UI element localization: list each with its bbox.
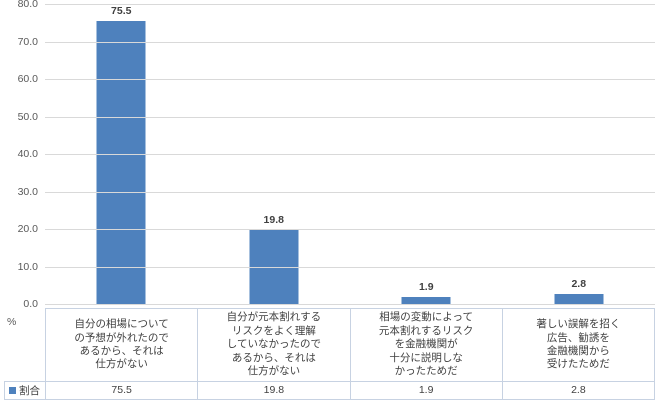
- gridline: [45, 79, 655, 80]
- legend-key-cell: 割合: [5, 382, 46, 399]
- bar-column: 1.9: [350, 4, 503, 304]
- data-table-value-row: 割合 75.5 19.8 1.9 2.8: [4, 381, 655, 400]
- gridline: [45, 41, 655, 43]
- gridline: [45, 4, 655, 5]
- bar: [554, 293, 604, 304]
- series-marker-icon: [9, 387, 16, 394]
- y-axis-unit-label: %: [7, 316, 17, 328]
- bar-value-label: 2.8: [571, 277, 587, 290]
- y-tick-label: 40.0: [17, 148, 38, 160]
- bar: [401, 296, 451, 304]
- y-tick-label: 30.0: [17, 185, 38, 198]
- data-table-cell: 75.5: [46, 382, 199, 399]
- bar-value-label: 19.8: [263, 213, 284, 226]
- y-tick-label: 0.0: [23, 298, 38, 310]
- y-tick-label: 70.0: [17, 35, 38, 48]
- y-tick-label: 60.0: [17, 73, 38, 85]
- series-name: 割合: [19, 385, 40, 397]
- category-label: 自分の相場について の予想が外れたので あるから、それは 仕方がない: [46, 309, 199, 381]
- category-axis-row: 自分の相場について の予想が外れたので あるから、それは 仕方がない 自分が元本…: [45, 308, 655, 381]
- gridline: [45, 154, 655, 155]
- gridline: [45, 229, 655, 230]
- bar: [96, 20, 146, 304]
- y-tick-label: 50.0: [17, 110, 38, 123]
- category-label: 相場の変動によって 元本割れするリスク を金融機関が 十分に説明しな かったため…: [351, 309, 503, 381]
- gridline: [45, 116, 655, 118]
- gridline: [45, 304, 655, 305]
- category-label: 著しい誤解を招く 広告、勧誘を 金融機関から 受けたためだ: [536, 318, 621, 371]
- bar-column: 75.5: [45, 4, 198, 304]
- data-table-cell: 1.9: [351, 382, 503, 399]
- category-label: 自分が元本割れする リスクをよく理解 していなかったので あるから、それは 仕方…: [198, 309, 351, 381]
- bar-value-label: 1.9: [418, 280, 434, 293]
- data-table-cell: 2.8: [571, 384, 586, 396]
- y-tick-label: 80.0: [17, 0, 38, 10]
- data-table-cell: 19.8: [198, 382, 351, 399]
- bar-columns: 75.5 19.8 1.9 2.8: [45, 4, 655, 304]
- bar-value-label: 75.5: [111, 4, 132, 17]
- y-tick-label: 10.0: [17, 260, 38, 273]
- gridline: [45, 266, 655, 268]
- y-tick-label: 20.0: [17, 223, 38, 235]
- bar-column: 2.8: [503, 4, 656, 304]
- gridline: [45, 191, 655, 193]
- plot-area: 75.5 19.8 1.9 2.8 80.0 70.0 60.0 50.0 40.0 30…: [18, 0, 655, 310]
